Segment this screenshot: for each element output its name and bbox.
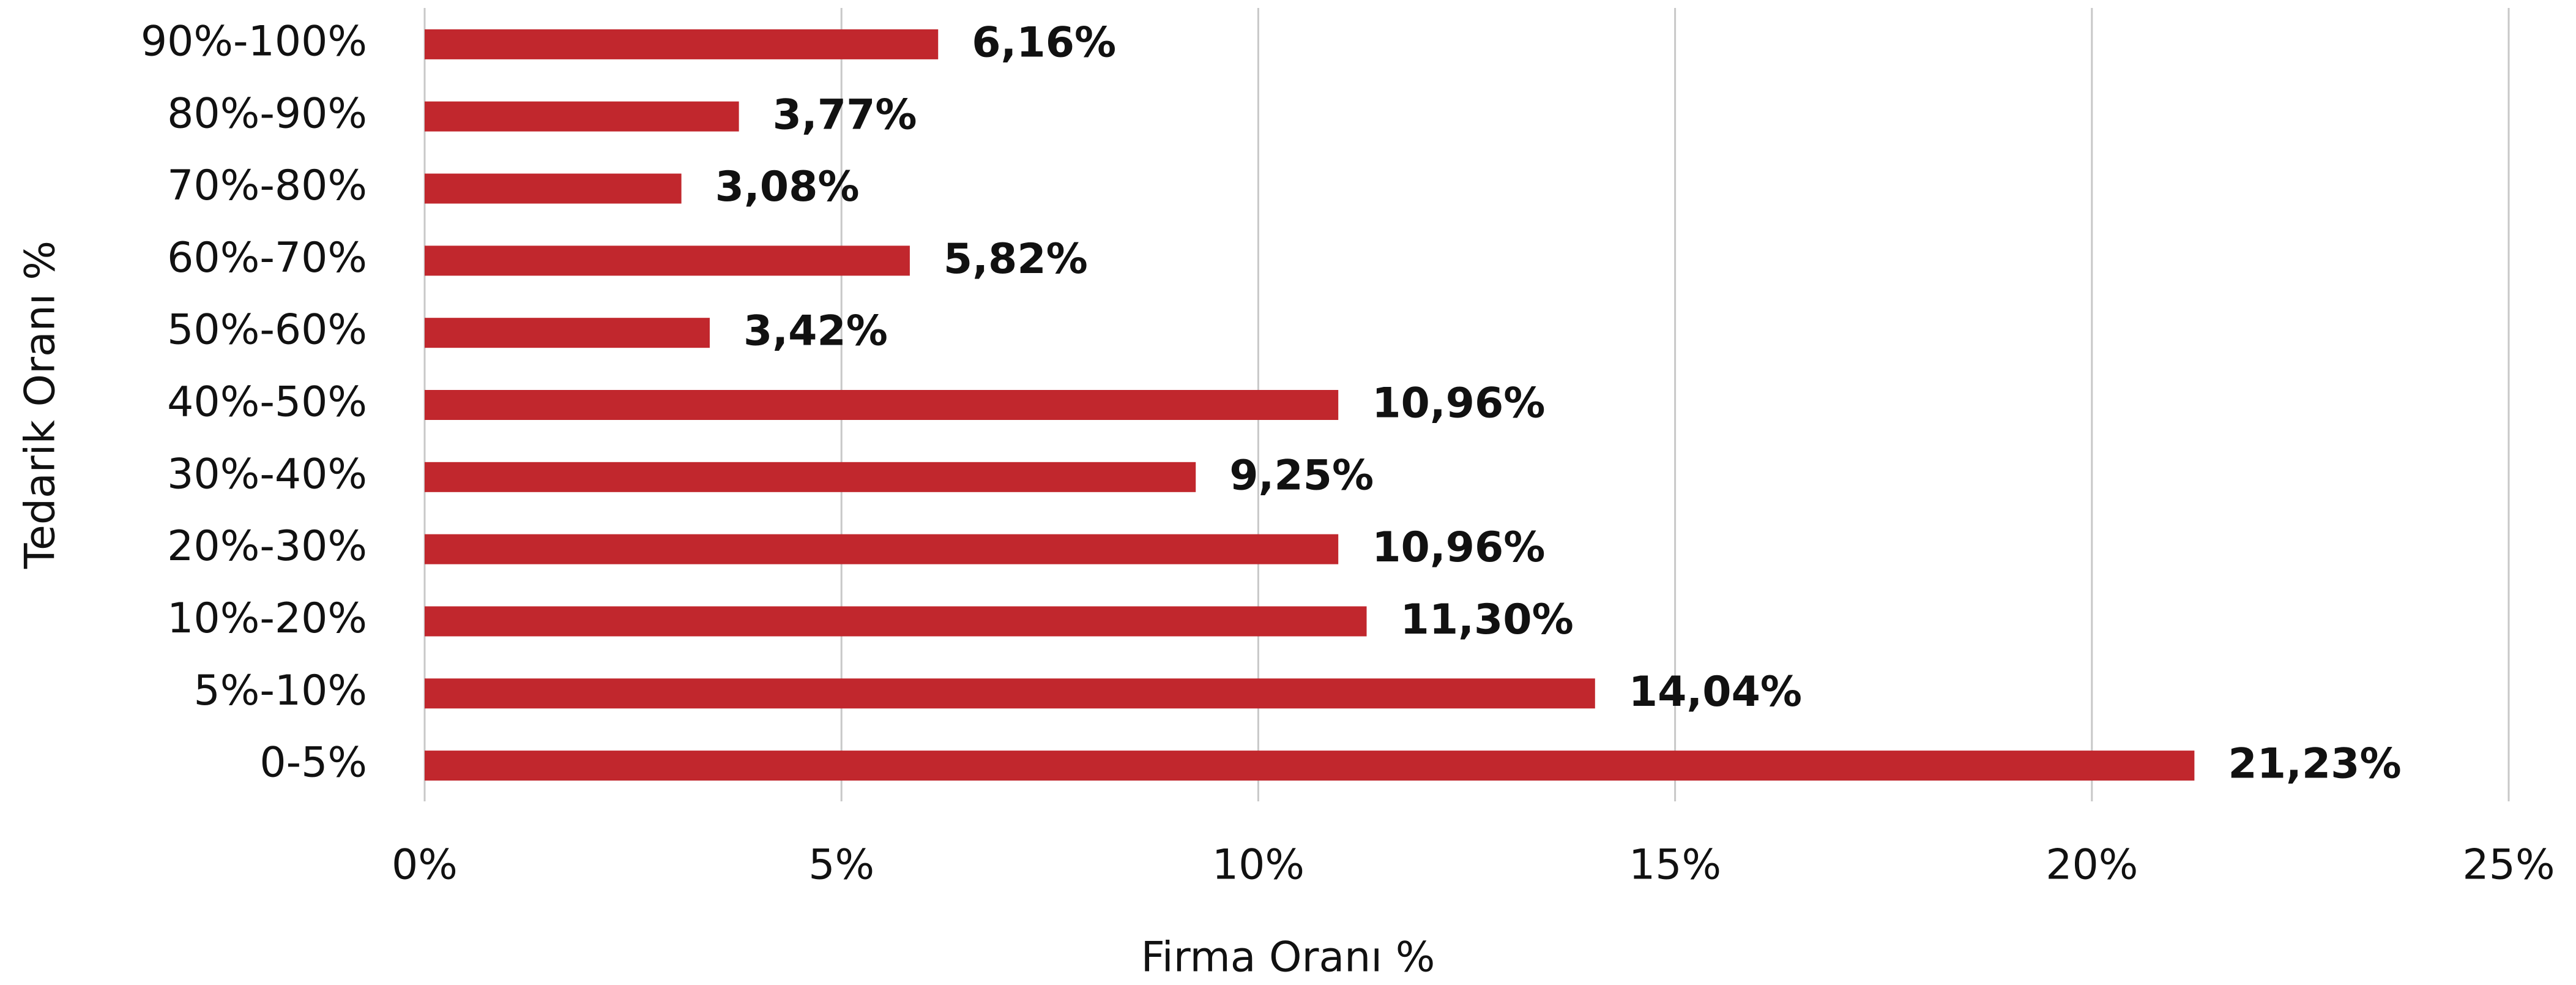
value-label: 10,96% xyxy=(1372,380,1545,428)
x-tick-label: 5% xyxy=(808,841,874,889)
bar xyxy=(425,101,739,132)
value-label: 9,25% xyxy=(1229,451,1374,500)
bar xyxy=(425,390,1339,420)
y-tick-label: 5%-10% xyxy=(193,667,367,715)
y-tick-label: 20%-30% xyxy=(167,522,367,571)
bar xyxy=(425,29,939,59)
value-label: 11,30% xyxy=(1401,596,1574,644)
value-label: 3,42% xyxy=(743,307,888,356)
bar xyxy=(425,751,2195,781)
y-tick-label: 30%-40% xyxy=(167,450,367,498)
x-axis-title: Firma Oranı % xyxy=(1141,934,1435,982)
value-label: 5,82% xyxy=(944,235,1088,283)
bar xyxy=(425,462,1196,492)
x-tick-label: 20% xyxy=(2046,841,2138,889)
value-label: 6,16% xyxy=(972,18,1116,67)
value-label: 14,04% xyxy=(1629,668,1802,716)
y-tick-label: 60%-70% xyxy=(167,234,367,282)
x-tick-label: 0% xyxy=(392,841,458,889)
x-tick-label: 10% xyxy=(1212,841,1305,889)
bar xyxy=(425,678,1595,709)
x-tick-label: 25% xyxy=(2462,841,2555,889)
y-tick-label: 0-5% xyxy=(259,739,367,787)
bar xyxy=(425,318,710,348)
y-tick-label: 10%-20% xyxy=(167,594,367,643)
value-label: 3,08% xyxy=(715,163,860,211)
y-tick-label: 50%-60% xyxy=(167,306,367,354)
y-tick-label: 70%-80% xyxy=(167,162,367,210)
x-tick-label: 15% xyxy=(1629,841,1721,889)
value-label: 10,96% xyxy=(1372,523,1545,572)
bar xyxy=(425,534,1339,564)
value-label: 21,23% xyxy=(2228,740,2401,788)
bar xyxy=(425,245,910,276)
bar xyxy=(425,173,682,204)
y-tick-label: 90%-100% xyxy=(141,17,367,66)
bar xyxy=(425,606,1367,637)
value-label: 3,77% xyxy=(773,91,917,139)
y-axis-title: Tedarik Oranı % xyxy=(17,241,65,569)
y-tick-label: 40%-50% xyxy=(167,378,367,427)
y-tick-label: 80%-90% xyxy=(167,89,367,138)
